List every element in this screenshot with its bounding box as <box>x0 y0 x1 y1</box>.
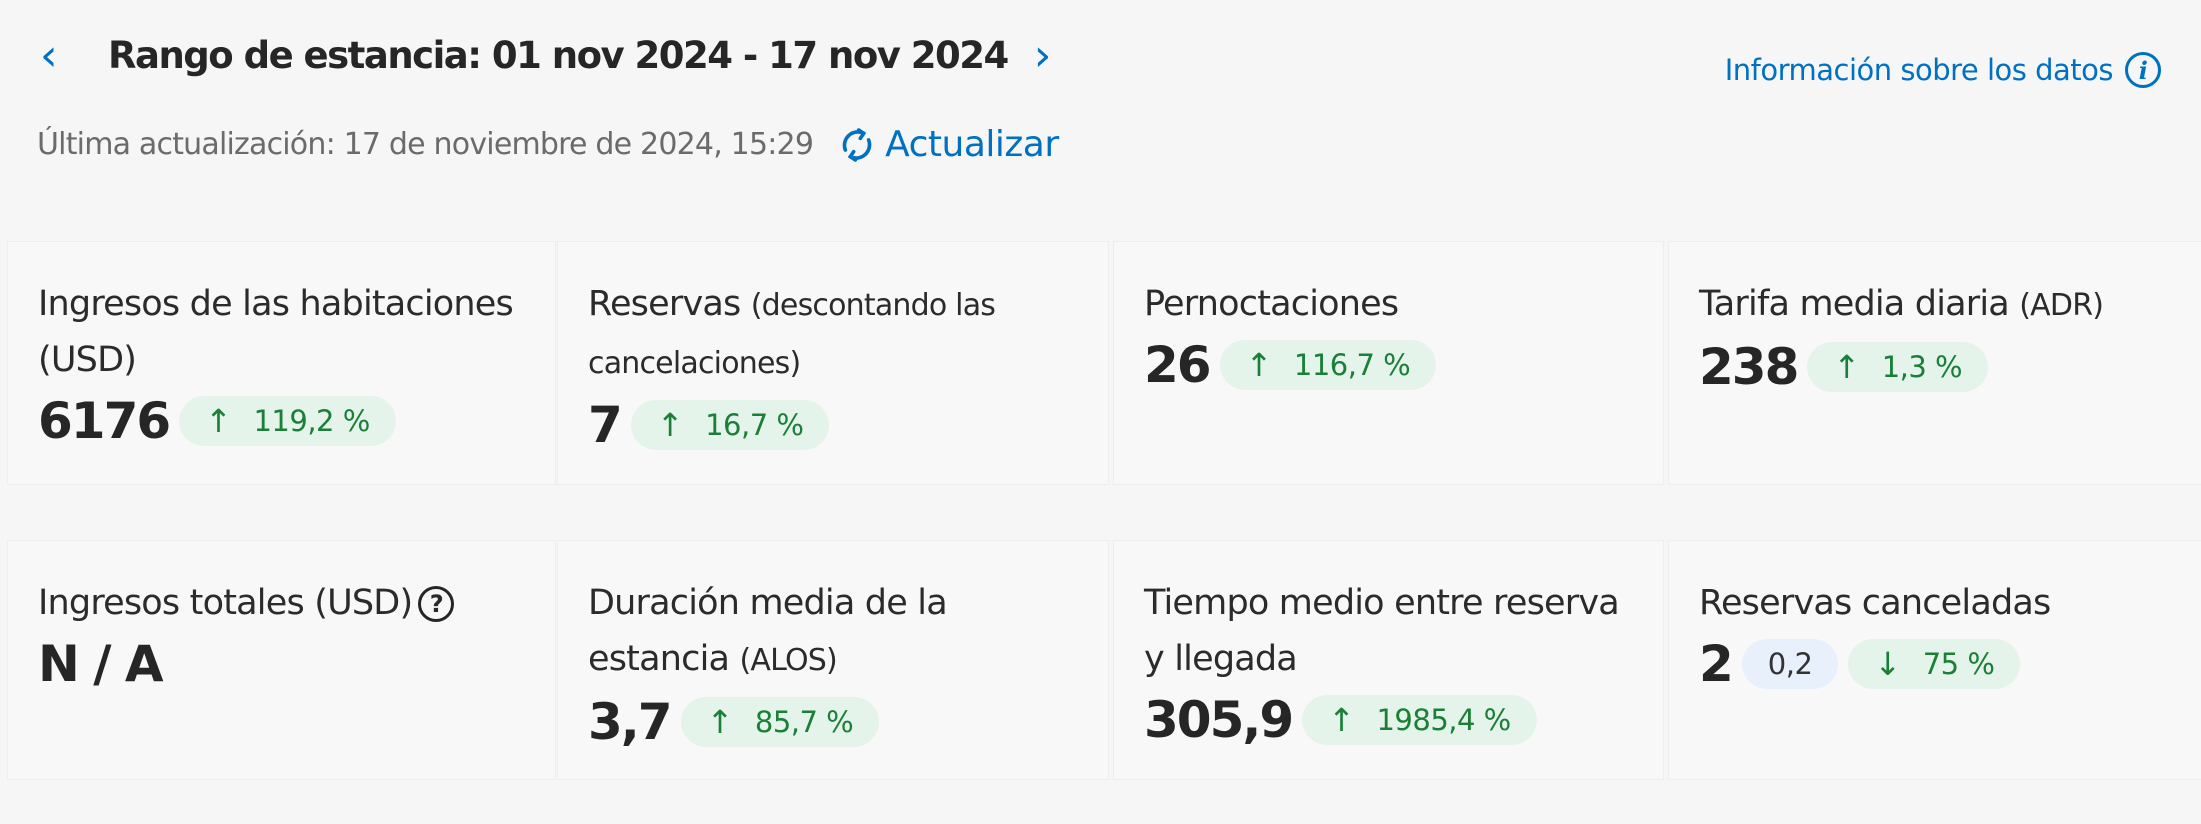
metric-title-text: Tarifa media diaria <box>1699 284 2010 324</box>
metric-title-text: Reservas canceladas <box>1699 583 2051 623</box>
change-badge: ↑ 16,7 % <box>630 400 830 450</box>
metric-title: Ingresos de las habitaciones (USD) <box>38 276 525 388</box>
metric-value: 6176 <box>38 392 171 450</box>
metric-value: 26 <box>1144 336 1212 394</box>
metric-card: Pernoctaciones 26 ↑ 116,7 % <box>1113 241 1664 485</box>
chevron-left-icon[interactable]: ‹ <box>40 30 58 81</box>
metric-title: Duración media de la estancia (ALOS) <box>588 575 1078 689</box>
metric-title: Tarifa media diaria (ADR) <box>1699 276 2177 334</box>
badge-text: 116,7 % <box>1293 348 1411 382</box>
metric-title: Tiempo medio entre reserva y llegada <box>1144 575 1633 687</box>
date-range-header: ‹ Rango de estancia: 01 nov 2024 - 17 no… <box>40 30 1074 81</box>
metric-card: Ingresos totales (USD)? N / A <box>7 540 556 780</box>
metric-value-row: 7 ↑ 16,7 % <box>588 396 1078 454</box>
metric-card: Ingresos de las habitaciones (USD) 6176 ↑ 1… <box>7 241 556 485</box>
badge-text: 75 % <box>1922 647 1995 681</box>
metric-title-text: Pernoctaciones <box>1144 284 1399 324</box>
metric-value-row: 2 0,2 ↓ 75 % <box>1699 635 2177 693</box>
metric-value: 238 <box>1699 338 1799 396</box>
metric-value: 2 <box>1699 635 1734 693</box>
change-badge: ↑ 85,7 % <box>680 697 880 747</box>
badge-text: 16,7 % <box>705 408 804 442</box>
badge-text: 1,3 % <box>1881 350 1963 384</box>
arrow-down-icon: ↓ <box>1874 645 1901 683</box>
change-badge: ↑ 116,7 % <box>1219 340 1437 390</box>
change-badge: ↑ 119,2 % <box>179 396 396 446</box>
metric-value: 3,7 <box>588 693 673 751</box>
info-icon: i <box>2125 52 2161 88</box>
metric-value-row: 305,9 ↑ 1985,4 % <box>1144 691 1633 749</box>
arrow-up-icon: ↑ <box>1328 701 1355 739</box>
metric-value: N / A <box>38 635 164 693</box>
refresh-label: Actualizar <box>885 124 1059 165</box>
metric-title: Pernoctaciones <box>1144 276 1633 332</box>
page-title: Rango de estancia: 01 nov 2024 - 17 nov … <box>108 34 1009 77</box>
metric-title-text: Ingresos totales (USD) <box>38 583 413 623</box>
metric-value-row: 3,7 ↑ 85,7 % <box>588 693 1078 751</box>
arrow-up-icon: ↑ <box>205 402 232 440</box>
metric-value-row: 238 ↑ 1,3 % <box>1699 338 2177 396</box>
data-info-link[interactable]: Información sobre los datos i <box>1725 52 2161 88</box>
metric-value: 305,9 <box>1144 691 1294 749</box>
metric-title-text: Ingresos de las habitaciones (USD) <box>38 284 514 380</box>
change-badge: ↓ 75 % <box>1848 639 2021 689</box>
change-badge: ↑ 1,3 % <box>1807 342 1989 392</box>
badge-text: 85,7 % <box>754 705 854 739</box>
last-updated-text: Última actualización: 17 de noviembre de… <box>37 127 814 162</box>
metric-subtitle: (ALOS) <box>739 643 837 678</box>
arrow-up-icon: ↑ <box>706 703 734 741</box>
metric-title-text: Reservas <box>588 284 741 324</box>
metric-title-text: Duración media de la estancia <box>588 583 948 679</box>
refresh-button[interactable]: Actualizar <box>837 124 1059 165</box>
metric-value: 7 <box>588 396 623 454</box>
metric-value-row: N / A <box>38 635 525 693</box>
metric-card: Tarifa media diaria (ADR) 238 ↑ 1,3 % <box>1668 241 2201 485</box>
metric-value-row: 26 ↑ 116,7 % <box>1144 336 1633 394</box>
change-badge: ↑ 1985,4 % <box>1302 695 1537 745</box>
badge-text: 0,2 <box>1767 647 1813 681</box>
metric-title: Reservas (descontando las cancelaciones) <box>588 276 1078 392</box>
metric-title: Ingresos totales (USD)? <box>38 575 525 631</box>
badge-text: 119,2 % <box>253 404 370 438</box>
metric-subtitle: (descontando las cancelaciones) <box>588 288 996 381</box>
change-badge: 0,2 <box>1741 639 1839 689</box>
last-updated-row: Última actualización: 17 de noviembre de… <box>37 124 1059 165</box>
metric-card: Reservas canceladas 2 0,2 ↓ 75 % <box>1668 540 2201 780</box>
chevron-right-icon[interactable]: › <box>1033 30 1052 81</box>
data-info-label: Información sobre los datos <box>1724 53 2114 87</box>
arrow-up-icon: ↑ <box>1833 348 1860 386</box>
arrow-up-icon: ↑ <box>656 406 684 444</box>
metric-subtitle: (ADR) <box>2019 288 2104 323</box>
refresh-icon <box>842 127 872 162</box>
help-icon[interactable]: ? <box>418 586 455 622</box>
metric-title: Reservas canceladas <box>1699 575 2177 631</box>
metric-card: Reservas (descontando las cancelaciones)… <box>557 241 1109 485</box>
metric-value-row: 6176 ↑ 119,2 % <box>38 392 525 450</box>
metric-card: Tiempo medio entre reserva y llegada 305,… <box>1113 540 1664 780</box>
arrow-up-icon: ↑ <box>1245 346 1273 384</box>
badge-text: 1985,4 % <box>1376 703 1511 737</box>
metric-card: Duración media de la estancia (ALOS) 3,7 ↑… <box>557 540 1109 780</box>
metric-title-text: Tiempo medio entre reserva y llegada <box>1144 583 1620 679</box>
